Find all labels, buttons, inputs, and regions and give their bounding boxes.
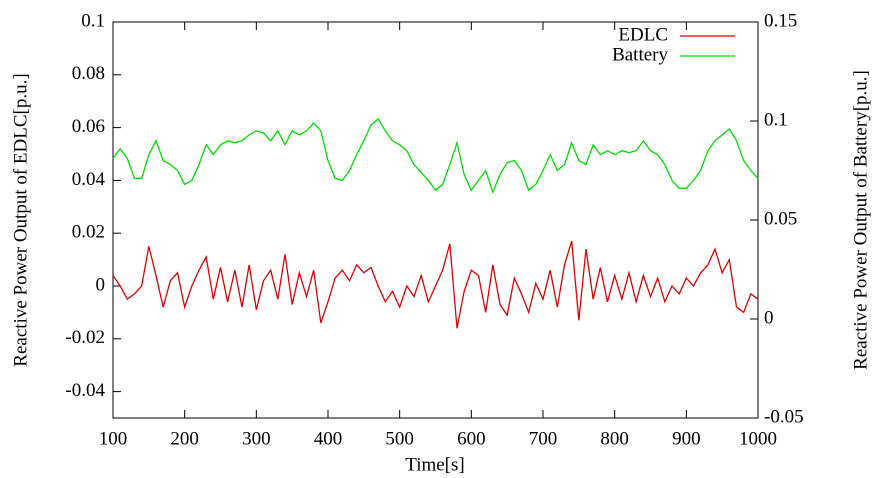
data-line <box>112 118 759 195</box>
data-line <box>112 240 759 329</box>
y2-axis-label: Reactive Power Output of Battery[p.u.] <box>850 70 871 370</box>
legend-label: EDLC <box>618 24 668 45</box>
y-tick-label: 0.04 <box>72 169 106 190</box>
y-axis-label: Reactive Power Output of EDLC[p.u.] <box>10 73 31 366</box>
y-tick-label: 0.02 <box>72 222 105 243</box>
x-tick-label: 200 <box>170 428 199 449</box>
y2-tick-label: 0.05 <box>764 208 797 229</box>
x-tick-label: 100 <box>99 428 128 449</box>
x-tick-label: 400 <box>314 428 343 449</box>
x-axis-label: Time[s] <box>405 454 464 475</box>
y-tick-label: 0.06 <box>72 116 105 137</box>
y-tick-label: 0 <box>96 274 106 295</box>
y-tick-label: -0.02 <box>65 327 105 348</box>
x-tick-label: 700 <box>529 428 558 449</box>
x-tick-label: 800 <box>600 428 629 449</box>
x-tick-label: 900 <box>672 428 701 449</box>
y-tick-label: 0.08 <box>72 63 105 84</box>
x-tick-label: 1000 <box>739 428 777 449</box>
x-tick-label: 300 <box>242 428 271 449</box>
y-tick-label: -0.04 <box>65 380 105 401</box>
x-tick-label: 600 <box>457 428 486 449</box>
plot-frame <box>112 21 759 419</box>
y2-tick-label: 0.1 <box>764 109 788 130</box>
y2-tick-label: 0 <box>764 307 774 328</box>
y2-tick-label: -0.05 <box>764 406 804 427</box>
y-tick-label: 0.1 <box>81 10 105 31</box>
y2-tick-label: 0.15 <box>764 10 797 31</box>
legend-label: Battery <box>612 44 668 65</box>
x-tick-label: 500 <box>385 428 414 449</box>
